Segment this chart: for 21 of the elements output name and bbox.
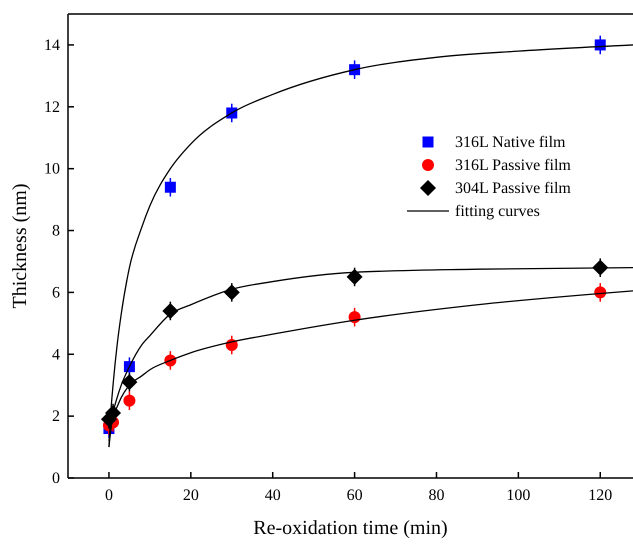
- x-tick-label: 40: [264, 487, 281, 504]
- y-tick-label: 2: [52, 408, 60, 426]
- x-tick-label: 20: [182, 487, 199, 504]
- y-tick-label: 8: [52, 222, 60, 240]
- x-tick-label: 80: [428, 487, 444, 504]
- x-axis-title: Re-oxidation time (min): [253, 517, 448, 539]
- y-axis-title: Thickness (nm): [9, 184, 31, 308]
- legend-label: 316L Native film: [455, 134, 566, 151]
- y-tick-label: 4: [52, 346, 60, 364]
- y-tick-label: 12: [44, 98, 60, 116]
- x-tick-label: 120: [588, 487, 612, 504]
- y-tick-label: 10: [44, 160, 60, 178]
- x-tick-label: 0: [104, 487, 113, 504]
- y-tick-label: 6: [52, 284, 60, 302]
- y-tick-label: 0: [52, 470, 60, 487]
- x-tick-label: 100: [506, 487, 530, 504]
- legend-label: fitting curves: [455, 203, 540, 220]
- legend-label: 304L Passive film: [455, 180, 572, 197]
- x-tick-label: 60: [346, 487, 363, 504]
- legend-label: 316L Passive film: [455, 157, 572, 174]
- y-tick-label: 14: [44, 36, 60, 54]
